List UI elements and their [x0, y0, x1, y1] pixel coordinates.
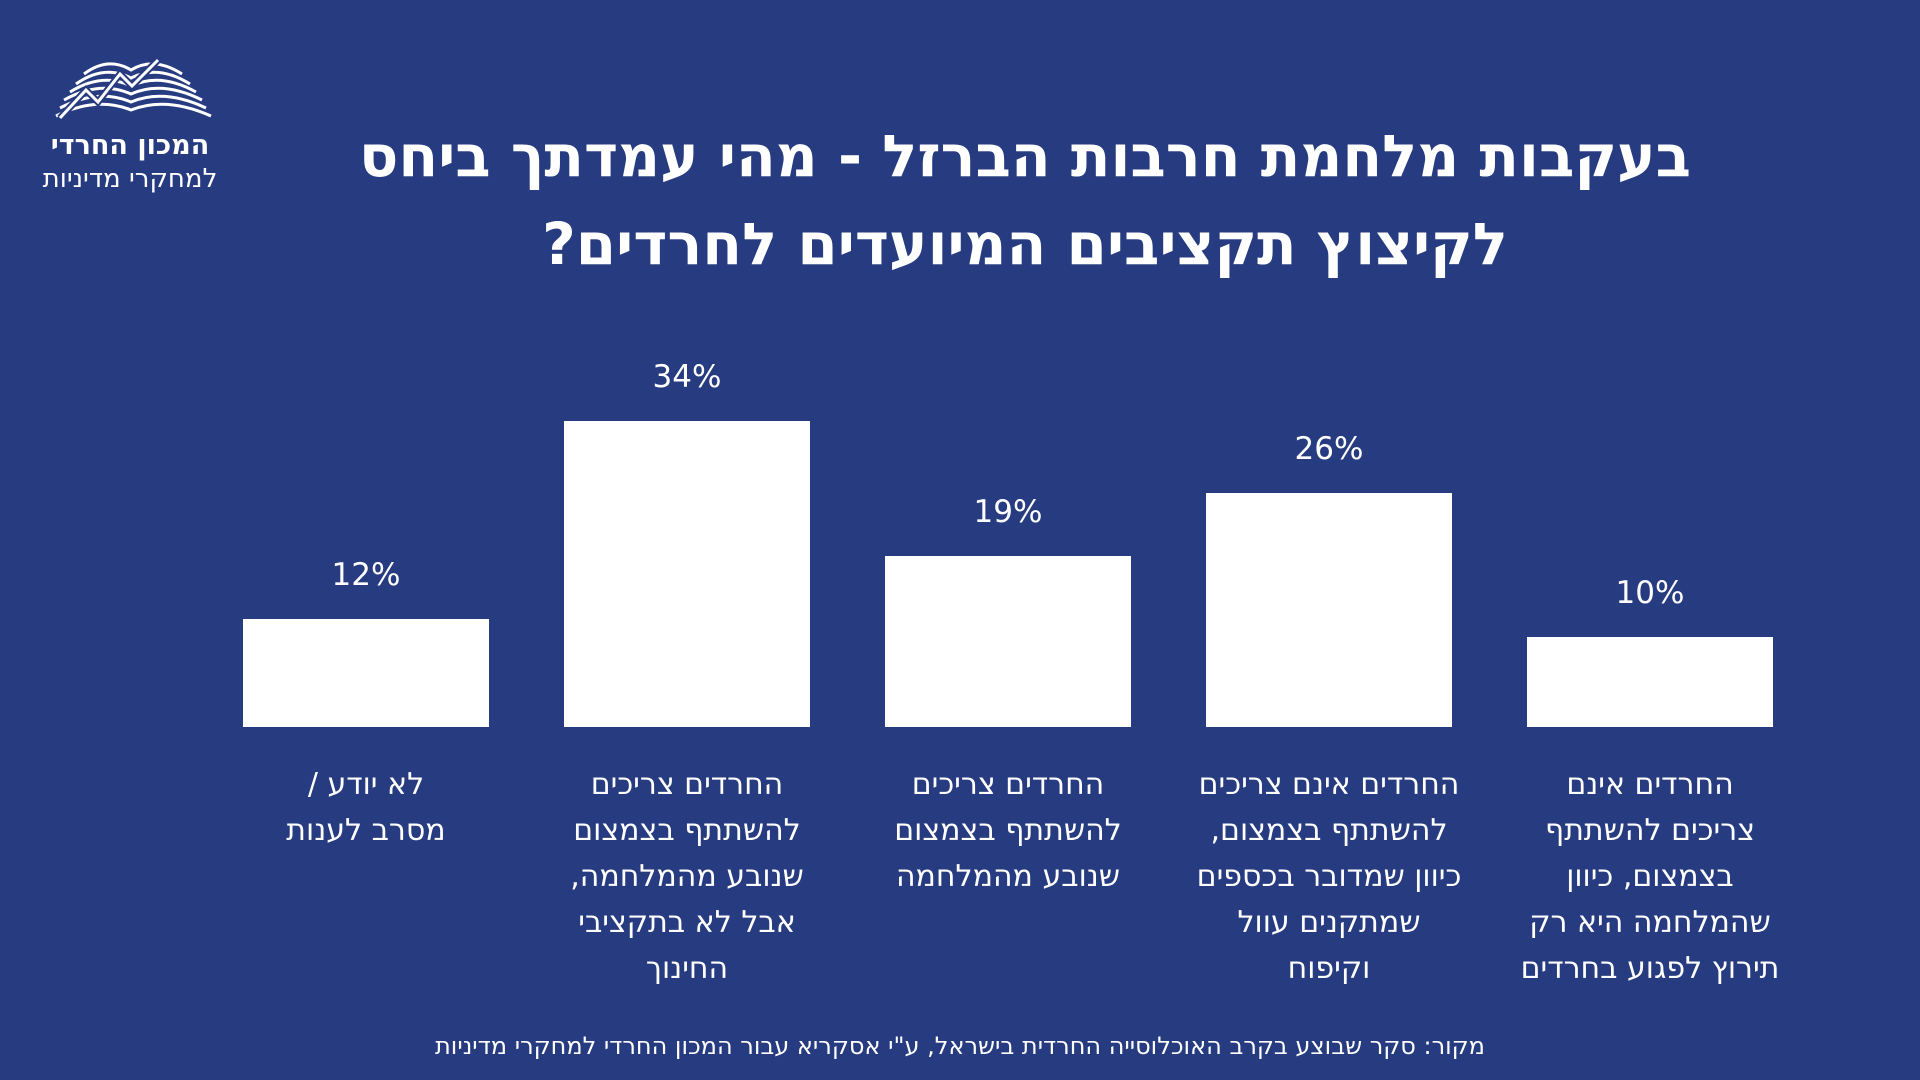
category-label-line: שהמלחמה היא רק [1529, 905, 1771, 940]
category-label-line: החרדים אינם [1566, 767, 1733, 802]
category-label: החרדים צריכים להשתתף בצמצום שנובע מהמלחמה,… [570, 767, 804, 986]
data-label: 26% [1295, 431, 1364, 467]
category-label-line: החרדים אינם צריכים [1199, 767, 1460, 802]
bar [1206, 493, 1452, 727]
logo-subtitle: למחקרי מדיניות [42, 164, 218, 194]
category-label-line: אבל לא בתקציבי [578, 905, 796, 940]
data-label: 10% [1616, 575, 1685, 611]
category-label-line: החרדים צריכים [591, 767, 784, 802]
logo-book-icon [55, 57, 212, 121]
bar [885, 556, 1131, 727]
chart-title-line: לקיצוץ תקציבים המיועדים לחרדים? [542, 210, 1508, 278]
chart-title: בעקבות מלחמת חרבות הברזל - מהי עמדתך ביח… [250, 112, 1800, 288]
bar [564, 421, 810, 727]
logo: המכון החרדי למחקרי מדיניות [30, 44, 230, 204]
category-label-line: לא יודע / [308, 767, 424, 802]
chart-title-line: בעקבות מלחמת חרבות הברזל - מהי עמדתך ביח… [358, 122, 1692, 190]
category-label: לא יודע / מסרב לענות [286, 767, 445, 848]
category-label-line: להשתתף בצמצום, [1211, 813, 1448, 848]
category-label-line: מסרב לענות [286, 813, 445, 848]
logo-name: המכון החרדי [50, 130, 210, 161]
category-label-line: תירוץ לפגוע בחרדים [1521, 951, 1780, 986]
data-label: 34% [653, 359, 722, 395]
category-label-line: להשתתף בצמצום [894, 813, 1121, 848]
category-label: החרדים צריכים להשתתף בצמצום שנובע מהמלחמה [894, 767, 1121, 894]
data-label: 12% [332, 557, 401, 593]
category-label: החרדים אינם צריכים להשתתף בצמצום, כיוון שמ… [1197, 767, 1462, 986]
source-note: מקור: סקר שבוצע בקרב האוכלוסייה החרדית ב… [435, 1032, 1485, 1060]
category-label-line: שנובע מהמלחמה [896, 859, 1120, 894]
data-label: 19% [974, 494, 1043, 530]
category-label-line: שנובע מהמלחמה, [570, 859, 804, 894]
category-label-line: שמתקנים עוול [1238, 905, 1421, 940]
bar [243, 619, 489, 727]
category-label-line: וקיפוח [1288, 951, 1371, 986]
category-label: החרדים אינם צריכים להשתתף בצמצום, כיוון שהמ… [1521, 767, 1780, 986]
bar [1527, 637, 1773, 727]
category-label-line: כיוון שמדובר בכספים [1197, 859, 1462, 894]
category-label-line: בצמצום, כיוון [1566, 859, 1734, 894]
category-label-line: צריכים להשתתף [1545, 813, 1755, 848]
category-label-line: החרדים צריכים [912, 767, 1105, 802]
category-label-line: החינוך [646, 951, 728, 986]
bar-chart: 10% החרדים אינם צריכים להשתתף בצמצום, כיוון… [243, 359, 1780, 986]
category-label-line: להשתתף בצמצום [573, 813, 800, 848]
